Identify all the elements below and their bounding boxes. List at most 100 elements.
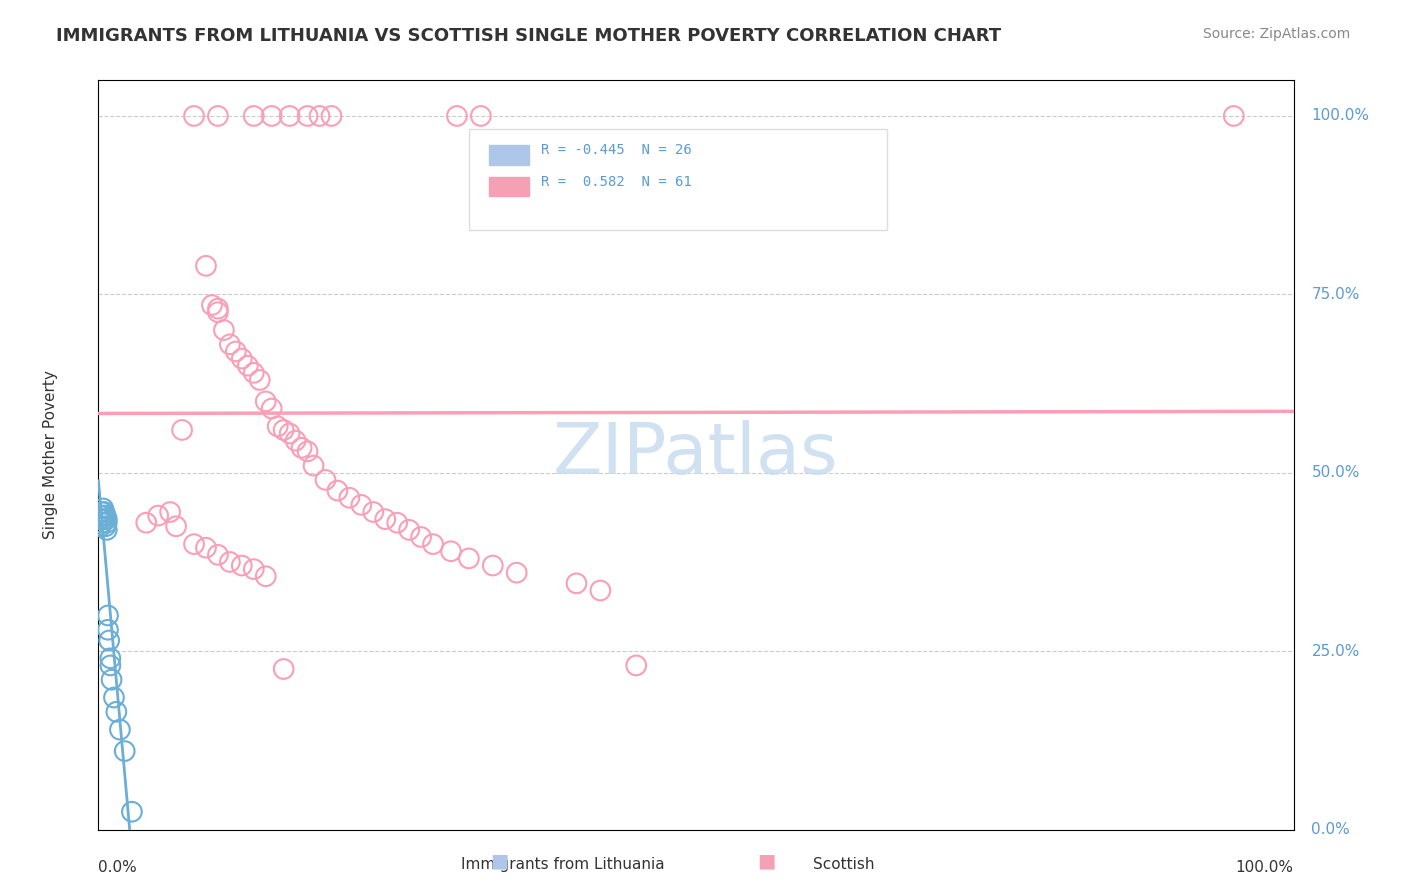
Point <box>260 109 283 123</box>
Point <box>108 723 131 737</box>
Text: 25.0%: 25.0% <box>1312 644 1360 658</box>
Point <box>273 423 295 437</box>
Point <box>1223 109 1246 123</box>
Point <box>91 508 114 523</box>
Point <box>374 512 396 526</box>
Point <box>297 444 319 458</box>
Text: ■: ■ <box>756 852 776 871</box>
Point <box>297 109 319 123</box>
Point <box>90 519 112 533</box>
Point <box>148 508 170 523</box>
Point <box>302 458 325 473</box>
Text: 100.0%: 100.0% <box>1236 860 1294 874</box>
Point <box>225 344 247 359</box>
Point <box>183 109 205 123</box>
Point <box>278 426 301 441</box>
Point <box>260 401 283 416</box>
Point <box>114 744 136 758</box>
Point <box>411 530 433 544</box>
Point <box>201 298 224 312</box>
Point <box>89 508 111 523</box>
FancyBboxPatch shape <box>470 129 887 230</box>
Point <box>481 558 505 573</box>
Point <box>321 109 343 123</box>
Point <box>267 419 290 434</box>
Point <box>470 109 492 123</box>
Point <box>350 498 373 512</box>
Point <box>315 473 337 487</box>
Text: 50.0%: 50.0% <box>1312 466 1360 480</box>
Point <box>96 512 118 526</box>
Point <box>219 337 242 351</box>
Point <box>254 394 277 409</box>
Point <box>363 505 385 519</box>
Point <box>440 544 463 558</box>
Point <box>506 566 529 580</box>
Text: ZIPatlas: ZIPatlas <box>553 420 839 490</box>
Point <box>243 109 266 123</box>
Text: 0.0%: 0.0% <box>1312 822 1350 837</box>
Point <box>458 551 481 566</box>
Point <box>172 423 194 437</box>
Point <box>243 366 266 380</box>
Text: 100.0%: 100.0% <box>1312 109 1369 123</box>
Point <box>93 512 115 526</box>
Point <box>96 523 118 537</box>
Point <box>98 651 122 665</box>
Point <box>100 673 122 687</box>
Point <box>159 505 181 519</box>
Point <box>97 608 120 623</box>
Point <box>195 541 218 555</box>
Point <box>98 658 122 673</box>
Point <box>89 512 111 526</box>
Point <box>183 537 205 551</box>
Text: Scottish: Scottish <box>813 857 875 872</box>
Point <box>90 512 112 526</box>
Point <box>195 259 218 273</box>
Text: Single Mother Poverty: Single Mother Poverty <box>44 370 58 540</box>
Point <box>243 562 266 576</box>
Point <box>96 516 118 530</box>
Point <box>308 109 330 123</box>
Point <box>93 505 115 519</box>
Point <box>97 623 120 637</box>
Point <box>98 633 121 648</box>
Point <box>422 537 444 551</box>
Point <box>94 519 117 533</box>
Point <box>446 109 468 123</box>
Point <box>236 359 259 373</box>
Point <box>207 109 229 123</box>
Point <box>207 548 229 562</box>
Point <box>91 516 114 530</box>
Point <box>207 305 229 319</box>
Text: 0.0%: 0.0% <box>98 860 138 874</box>
Point <box>589 583 612 598</box>
Text: R = -0.445  N = 26: R = -0.445 N = 26 <box>541 144 692 158</box>
Text: Source: ZipAtlas.com: Source: ZipAtlas.com <box>1202 27 1350 41</box>
Point <box>326 483 349 498</box>
Point <box>91 501 114 516</box>
Point <box>121 805 143 819</box>
Point <box>273 662 295 676</box>
Point <box>398 523 420 537</box>
Point <box>278 109 301 123</box>
Point <box>135 516 157 530</box>
Bar <box>489 145 529 165</box>
Point <box>103 690 125 705</box>
Point <box>231 351 253 366</box>
Text: R =  0.582  N = 61: R = 0.582 N = 61 <box>541 175 692 189</box>
Point <box>284 434 307 448</box>
Point <box>291 441 314 455</box>
Text: Immigrants from Lithuania: Immigrants from Lithuania <box>461 857 664 872</box>
Point <box>105 705 128 719</box>
Point <box>212 323 235 337</box>
Text: IMMIGRANTS FROM LITHUANIA VS SCOTTISH SINGLE MOTHER POVERTY CORRELATION CHART: IMMIGRANTS FROM LITHUANIA VS SCOTTISH SI… <box>56 27 1001 45</box>
Point <box>207 301 229 316</box>
Point <box>254 569 277 583</box>
Text: ■: ■ <box>489 852 509 871</box>
Point <box>219 555 242 569</box>
Point <box>565 576 588 591</box>
Point <box>91 505 114 519</box>
Bar <box>489 177 529 196</box>
Point <box>231 558 253 573</box>
